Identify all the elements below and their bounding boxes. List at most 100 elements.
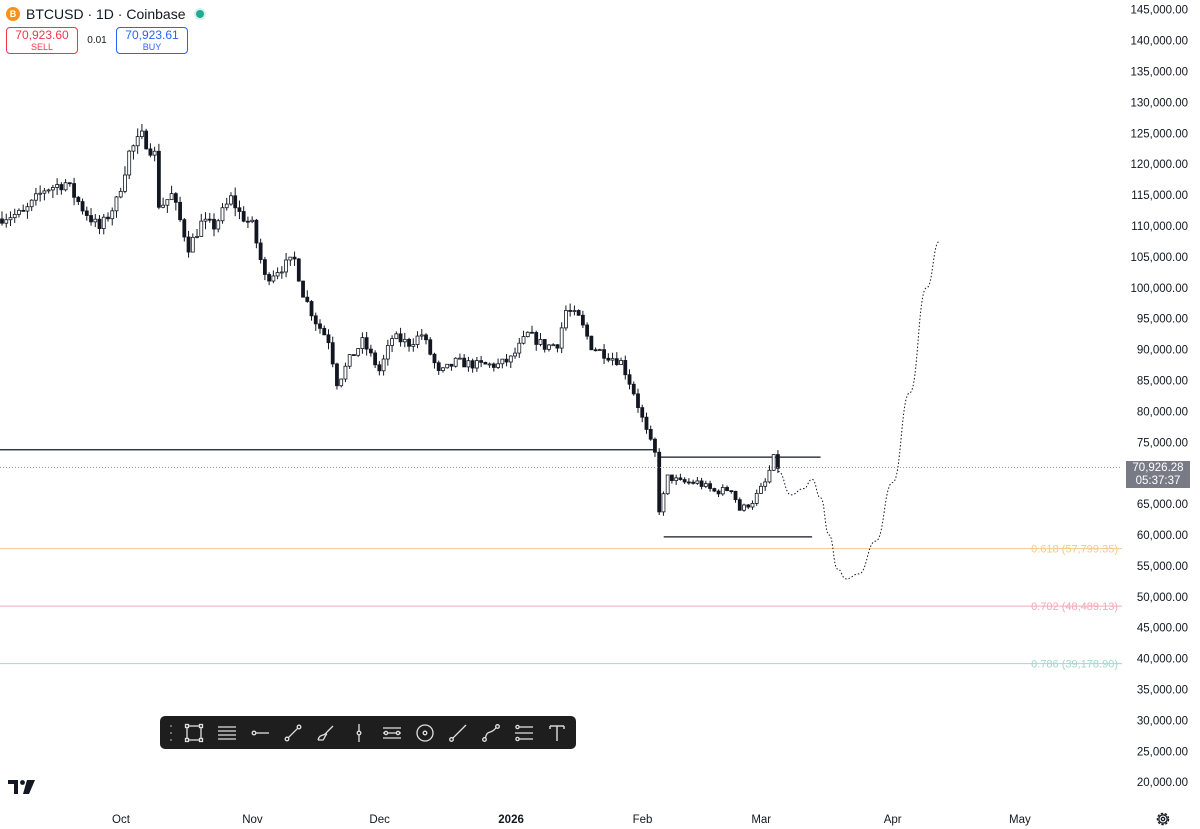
price-tick-label: 140,000.00 — [1130, 36, 1188, 48]
parallel-channel-icon[interactable] — [377, 719, 407, 747]
candle-body — [771, 454, 776, 471]
fib-level-label: 0.618 (57,799.35) — [1031, 544, 1118, 556]
candle-body — [729, 490, 734, 493]
candle-body — [695, 480, 700, 484]
time-tick-label: May — [1009, 814, 1031, 826]
sell-button[interactable]: 70,923.60 SELL — [6, 27, 78, 54]
candle-body — [169, 193, 174, 201]
price-tick-label: 60,000.00 — [1137, 530, 1188, 542]
gear-icon[interactable] — [1155, 811, 1171, 827]
price-tick-label: 120,000.00 — [1130, 159, 1188, 171]
candle-body — [602, 349, 606, 359]
candle-body — [547, 344, 551, 350]
candle-body — [432, 353, 437, 364]
candle-body — [258, 242, 263, 261]
candle-body — [458, 357, 462, 360]
candle-body — [63, 182, 68, 191]
candle-body — [474, 360, 479, 369]
time-tick-label: Oct — [112, 814, 131, 826]
time-axis[interactable]: Oct Nov Dec 2026 Feb Mar Apr May — [112, 814, 1031, 826]
candle-body — [555, 344, 560, 349]
last-price-label: 70,926.28 05:37:37 — [1126, 461, 1190, 488]
long-position-icon[interactable] — [509, 719, 539, 747]
candle-body — [67, 182, 72, 185]
candle-body — [144, 130, 149, 150]
candle-body — [381, 358, 386, 372]
price-tick-label: 25,000.00 — [1137, 746, 1188, 758]
candle-body — [500, 358, 505, 365]
buy-button[interactable]: 70,923.61 BUY — [116, 27, 188, 54]
price-axis[interactable]: 145,000.00 140,000.00 135,000.00 130,000.00… — [1130, 5, 1188, 790]
candle-body — [118, 190, 123, 198]
horizontal-ray-icon[interactable] — [245, 719, 275, 747]
candle-body — [335, 363, 339, 387]
candle-body — [631, 383, 636, 395]
line-icon[interactable] — [443, 719, 473, 747]
candle-body — [720, 487, 725, 495]
candle-body — [110, 210, 115, 220]
circle-icon[interactable] — [410, 719, 440, 747]
candle-body — [699, 480, 704, 487]
candle-body — [708, 483, 712, 489]
brush-icon[interactable] — [311, 719, 341, 747]
candle-body — [182, 219, 187, 238]
market-open-icon — [195, 10, 204, 18]
horizontal-lines[interactable] — [0, 449, 821, 538]
candle-body — [580, 314, 585, 326]
projection-path[interactable] — [778, 240, 940, 580]
symbol-title[interactable]: BTCUSD · 1D · Coinbase — [26, 6, 186, 22]
candle-body — [491, 363, 496, 368]
candle-body — [479, 360, 484, 363]
tradingview-logo-icon[interactable] — [8, 779, 36, 795]
candle-body — [84, 210, 89, 216]
candle-body — [220, 207, 225, 222]
projection-curve — [778, 240, 940, 580]
price-tick-label: 45,000.00 — [1137, 623, 1188, 635]
candle-body — [648, 429, 653, 440]
candle-body — [34, 193, 38, 201]
candle-body — [322, 327, 327, 336]
symbol-header[interactable]: B BTCUSD · 1D · Coinbase — [6, 4, 204, 24]
candle-body — [284, 259, 288, 273]
candle-body — [368, 348, 373, 354]
candle-body — [670, 474, 674, 481]
candle-body — [513, 352, 517, 357]
candle-body — [250, 219, 255, 223]
vertical-line-icon[interactable] — [344, 719, 374, 747]
candle-body — [305, 296, 310, 302]
candle-body — [703, 483, 708, 487]
candle-body — [496, 363, 500, 368]
curve-icon[interactable] — [476, 719, 506, 747]
candle-body — [25, 206, 30, 212]
price-tick-label: 135,000.00 — [1130, 67, 1188, 79]
rectangle-icon[interactable] — [179, 719, 209, 747]
candle-body — [173, 193, 178, 203]
candle-body — [470, 360, 475, 369]
candle-body — [606, 357, 611, 361]
fib-retracement-icon[interactable] — [212, 719, 242, 747]
drawing-toolbar — [160, 716, 576, 749]
drag-handle[interactable] — [166, 724, 176, 741]
candle-body — [585, 324, 590, 337]
candle-body — [398, 333, 403, 343]
candle-body — [534, 332, 539, 345]
candle-body — [610, 358, 615, 361]
sell-price: 70,923.60 — [15, 27, 69, 42]
text-icon[interactable] — [542, 719, 572, 747]
last-price: 70,926.28 — [1132, 462, 1184, 474]
candle-body — [296, 258, 301, 282]
candle-body — [674, 477, 679, 481]
candle-body — [373, 352, 378, 366]
trend-line-icon[interactable] — [278, 719, 308, 747]
candle-body — [114, 196, 119, 212]
fib-retracement[interactable]: 0.618 (57,799.35) 0.702 (48,489.13) 0.786 … — [0, 544, 1122, 671]
candle-body — [619, 360, 623, 365]
candle-body — [508, 355, 513, 363]
candle-body — [4, 219, 9, 224]
candle-body — [776, 454, 780, 469]
candle-body — [360, 337, 365, 349]
candle-body — [636, 393, 640, 408]
candle-body — [38, 192, 43, 195]
candle-body — [343, 365, 348, 380]
